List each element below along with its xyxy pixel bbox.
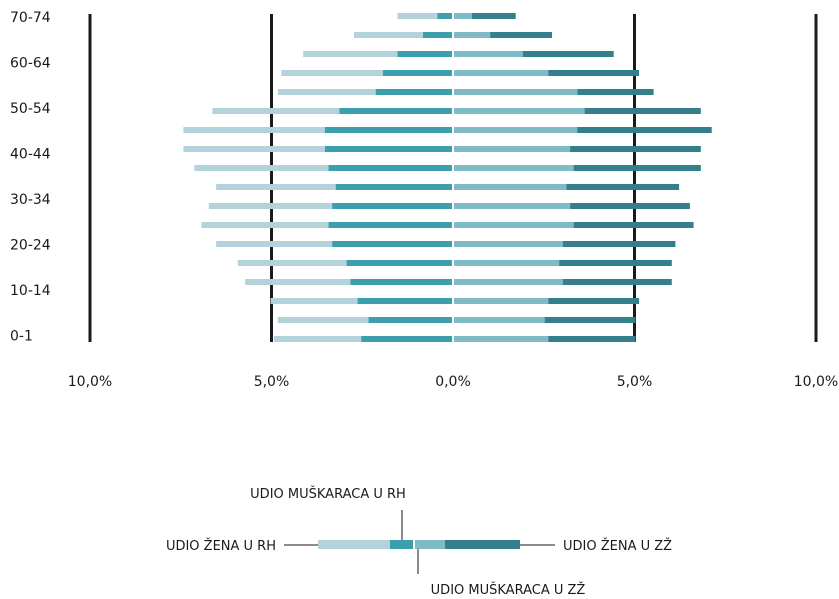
bar-zena-rh-16 (354, 32, 452, 38)
bar-muskarci-zz-9 (454, 165, 574, 171)
bar-zena-rh-6 (201, 222, 452, 228)
bar-muskarci-zz-8 (454, 184, 567, 190)
bar-zena-rh-17 (397, 13, 452, 19)
legend-label-zena-zz: UDIO ŽENA U ZŽ (563, 538, 672, 554)
bar-muskarci-rh-8 (335, 184, 452, 190)
y-tick-label: 50-54 (10, 101, 51, 117)
bar-zena-zz-7 (454, 203, 690, 209)
bar-zena-rh-9 (194, 165, 453, 171)
y-tick-label: 70-74 (10, 10, 51, 26)
legend-swatch-muskarci-zz (415, 540, 445, 549)
legend-label-zena-rh: UDIO ŽENA U RH (166, 538, 276, 554)
legend-swatch-zena-zz (445, 540, 520, 549)
bar-zena-rh-14 (281, 70, 452, 76)
bar-muskarci-rh-13 (375, 89, 452, 95)
bar-muskarci-rh-0 (361, 336, 453, 342)
bar-zena-rh-10 (183, 146, 452, 152)
bar-muskarci-zz-17 (454, 13, 473, 19)
bar-zena-rh-7 (208, 203, 452, 209)
bar-zena-rh-15 (303, 51, 452, 57)
y-axis-labels: 70-74 60-64 50-54 40-44 30-34 20-24 10-14 0-1 (10, 10, 51, 345)
bar-muskarci-zz-1 (454, 317, 545, 323)
bar-muskarci-zz-7 (454, 203, 571, 209)
bar-muskarci-rh-5 (332, 241, 452, 247)
x-tick-label: 10,0% (68, 374, 112, 390)
bar-zena-zz-15 (454, 51, 614, 57)
bar-zena-zz-9 (454, 165, 701, 171)
bar-muskarci-rh-1 (368, 317, 452, 323)
bar-muskarci-zz-14 (454, 70, 549, 76)
bar-muskarci-rh-7 (332, 203, 452, 209)
bar-muskarci-rh-16 (423, 32, 452, 38)
bar-muskarci-rh-11 (325, 127, 452, 133)
x-tick-label: 5,0% (254, 374, 290, 390)
bar-muskarci-rh-17 (437, 13, 452, 19)
bar-muskarci-rh-14 (383, 70, 452, 76)
bar-muskarci-zz-13 (454, 89, 578, 95)
bar-muskarci-zz-16 (454, 32, 491, 38)
bar-muskarci-rh-3 (350, 279, 452, 285)
bar-zena-rh-12 (212, 108, 452, 114)
legend-label-muskarci-rh: UDIO MUŠKARACA U RH (250, 486, 406, 502)
bar-muskarci-rh-4 (346, 260, 452, 266)
bar-zena-zz-10 (454, 146, 701, 152)
bar-muskarci-rh-6 (328, 222, 452, 228)
bar-zena-rh-8 (216, 184, 452, 190)
y-tick-label: 10-14 (10, 283, 51, 299)
gridlines (88, 14, 818, 342)
bar-muskarci-rh-2 (357, 298, 452, 304)
bar-zena-rh-11 (183, 127, 452, 133)
legend: UDIO MUŠKARACA U RH UDIO ŽENA U RH UDIO … (166, 486, 672, 598)
bar-zena-rh-3 (245, 279, 452, 285)
bar-zena-zz-8 (454, 184, 680, 190)
bar-muskarci-rh-10 (325, 146, 452, 152)
x-axis-labels: 10,0% 5,0% 0,0% 5,0% 10,0% (68, 374, 838, 390)
bar-zena-rh-4 (237, 260, 452, 266)
bar-zena-zz-17 (454, 13, 516, 19)
bar-zena-zz-5 (454, 241, 676, 247)
bar-zena-rh-13 (277, 89, 452, 95)
y-tick-label: 0-1 (10, 329, 33, 345)
bar-zena-rh-1 (277, 317, 452, 323)
bar-muskarci-zz-11 (454, 127, 578, 133)
bar-muskarci-zz-4 (454, 260, 560, 266)
x-tick-label: 10,0% (794, 374, 838, 390)
y-tick-label: 40-44 (10, 147, 51, 163)
bar-muskarci-rh-12 (339, 108, 452, 114)
legend-label-muskarci-zz: UDIO MUŠKARACA U ZŽ (431, 582, 586, 598)
bars (183, 13, 712, 342)
bar-muskarci-zz-5 (454, 241, 563, 247)
bar-muskarci-zz-6 (454, 222, 574, 228)
bar-muskarci-rh-15 (397, 51, 452, 57)
bar-muskarci-zz-3 (454, 279, 563, 285)
bar-muskarci-zz-12 (454, 108, 585, 114)
legend-swatch-muskarci-rh (390, 540, 413, 549)
x-tick-label: 0,0% (435, 374, 471, 390)
bar-zena-zz-11 (454, 127, 712, 133)
bar-zena-zz-16 (454, 32, 552, 38)
bar-muskarci-zz-2 (454, 298, 549, 304)
legend-swatch-zena-rh (318, 540, 390, 549)
bar-muskarci-zz-15 (454, 51, 523, 57)
y-tick-label: 20-24 (10, 238, 51, 254)
bar-muskarci-rh-9 (328, 165, 452, 171)
x-tick-label: 5,0% (617, 374, 653, 390)
y-tick-label: 60-64 (10, 56, 51, 72)
y-tick-label: 30-34 (10, 192, 51, 208)
bar-zena-zz-4 (454, 260, 672, 266)
bar-muskarci-zz-10 (454, 146, 571, 152)
bar-muskarci-zz-0 (454, 336, 549, 342)
